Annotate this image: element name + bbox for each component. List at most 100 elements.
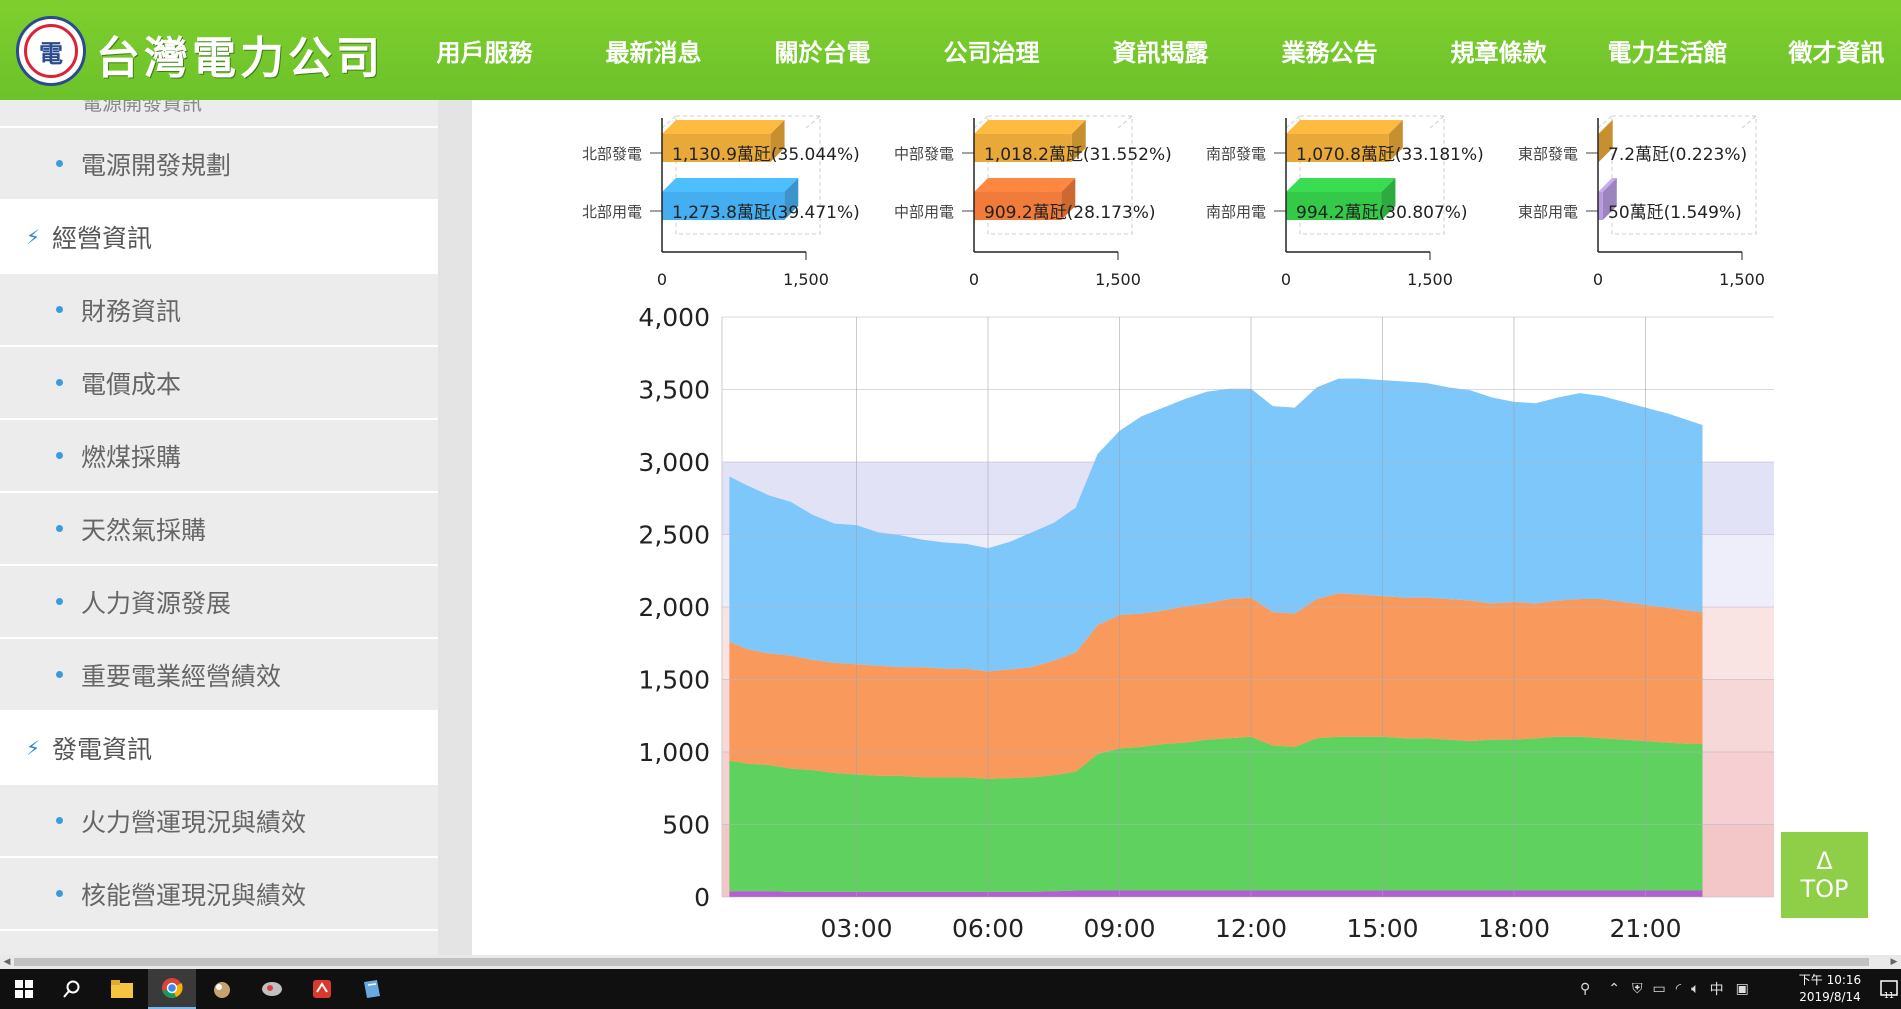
sidebar-item-9[interactable]: 火力營運現況與績效: [0, 785, 438, 858]
chrome-icon[interactable]: [148, 969, 196, 1009]
bar-xtick-label-2-0: 0: [1281, 270, 1291, 289]
bar-category-3-1: 東部用電: [1518, 203, 1578, 221]
network-icon[interactable]: ◜: [1675, 981, 1682, 997]
bar-1-1: [974, 192, 1062, 220]
bar-xtick-label-1-0: 0: [969, 270, 979, 289]
scrollbar-thumb[interactable]: [14, 958, 1869, 966]
people-icon[interactable]: ⚲: [1580, 981, 1591, 997]
sidebar-item-label: 人力資源發展: [81, 588, 232, 618]
scroll-left-icon[interactable]: ◀: [3, 957, 11, 967]
nav-item-2[interactable]: 關於台電: [774, 38, 871, 67]
chevron-up-icon[interactable]: ⌃: [1608, 981, 1620, 997]
bar-frame-0: [675, 115, 821, 235]
nav-item-6[interactable]: 規章條款: [1450, 38, 1547, 67]
main-content: 1,130.9萬瓩(35.044%) 北部發電 1,273.8萬瓩(39.471%)…: [472, 100, 1901, 955]
bar-frame-edge-1: [973, 115, 989, 129]
bar-side-1-1: [1061, 178, 1076, 220]
up-arrow-icon: Δ: [1816, 847, 1833, 875]
site-header: 電 台灣電力公司 用戶服務 最新消息 關於台電 公司治理 資訊揭露 業務公告 規章條款 電力生…: [0, 0, 1901, 118]
bar-label-0-0: 1,130.9萬瓩(35.044%): [672, 145, 860, 165]
bar-frame-edge-0: [661, 115, 677, 129]
content-gutter: [438, 100, 472, 955]
sidebar-item-3[interactable]: 電價成本: [0, 347, 438, 420]
nav-item-8[interactable]: 徵才資訊: [1788, 38, 1885, 67]
nav-item-1[interactable]: 最新消息: [605, 38, 702, 67]
y-tick-label-7: 3,500: [638, 376, 710, 405]
sidebar-item-2[interactable]: 財務資訊: [0, 274, 438, 347]
bar-frame-3: [1611, 115, 1757, 235]
sidebar-item-label: 燃煤採購: [81, 442, 182, 472]
nav-item-5[interactable]: 業務公告: [1281, 38, 1378, 67]
y-tick-label-8: 4,000: [638, 303, 710, 332]
bar-category-2-0: 南部發電: [1206, 145, 1266, 163]
sidebar-item-partial[interactable]: 電源開發資訊: [0, 100, 438, 128]
taskbar-clock[interactable]: 下午 10:16 2019/8/14: [1790, 972, 1870, 1006]
app-icon-3[interactable]: [298, 969, 346, 1009]
sidebar-item-6[interactable]: 人力資源發展: [0, 566, 438, 639]
bar-category-3-0: 東部發電: [1518, 145, 1578, 163]
security-icon[interactable]: ⛨: [1632, 981, 1643, 997]
bar-top-1-0: [974, 120, 1086, 134]
sidebar-item-0[interactable]: 電源開發規劃: [0, 128, 438, 201]
volume-icon[interactable]: 🔈︎: [1691, 981, 1700, 997]
sidebar-item-label: 核能營運現況與績效: [81, 880, 307, 910]
bar-xtick-label-3-1: 1,500: [1719, 270, 1765, 289]
bar-top-2-1: [1286, 178, 1396, 192]
power-chart: 1,130.9萬瓩(35.044%) 北部發電 1,273.8萬瓩(39.471%)…: [582, 115, 1774, 943]
bar-category-2-1: 南部用電: [1206, 203, 1266, 221]
app-icon-1[interactable]: [198, 969, 246, 1009]
taipower-logo-icon[interactable]: 電: [16, 16, 86, 86]
sidebar-item-8[interactable]: ⚡ 發電資訊: [0, 712, 438, 785]
bar-label-0-1: 1,273.8萬瓩(39.471%): [672, 203, 860, 223]
area-series-2: [729, 593, 1703, 779]
bar-side-2-1: [1381, 178, 1396, 220]
bullet-icon: [56, 598, 63, 605]
bar-2-1: [1286, 192, 1382, 220]
windows-taskbar: ⚲ ⌃ ⛨ ▭ ◜ 🔈︎ 中 ▣ 下午 10:16 2019/8/14 11: [0, 969, 1901, 1009]
sidebar-item-4[interactable]: 燃煤採購: [0, 420, 438, 493]
sidebar-item-label: 電價成本: [81, 369, 182, 399]
y-tick-label-3: 1,500: [638, 666, 710, 695]
bar-side-3-1: [1602, 178, 1617, 220]
sidebar-item-label: 發電資訊: [52, 734, 153, 764]
bar-3-1: [1598, 192, 1603, 220]
sidebar-item-1[interactable]: ⚡ 經營資訊: [0, 201, 438, 274]
nav-item-4[interactable]: 資訊揭露: [1076, 0, 1245, 118]
app-icon-2[interactable]: [248, 969, 296, 1009]
clock-date: 2019/8/14: [1799, 990, 1861, 1004]
bar-category-1-1: 中部用電: [894, 203, 954, 221]
sidebar-item-7[interactable]: 重要電業經營績效: [0, 639, 438, 712]
lightning-icon: ⚡: [26, 735, 41, 760]
bar-frame-edge2-3: [1741, 115, 1757, 129]
brand-name[interactable]: 台灣電力公司: [96, 33, 384, 84]
nav-item-0[interactable]: 用戶服務: [436, 38, 533, 67]
sidebar-item-label: 經營資訊: [52, 223, 153, 253]
sidebar-item-label: 電源開發規劃: [81, 150, 232, 180]
bullet-icon: [56, 671, 63, 678]
area-series-3: [729, 378, 1703, 672]
notification-icon[interactable]: 11: [1876, 969, 1901, 1009]
nav-item-3[interactable]: 公司治理: [943, 38, 1040, 67]
scroll-right-icon[interactable]: ▶: [1890, 957, 1898, 967]
nav-item-7[interactable]: 電力生活館: [1607, 38, 1728, 67]
search-icon[interactable]: [48, 969, 96, 1009]
ime-indicator[interactable]: 中: [1709, 982, 1724, 998]
x-tick-label-2: 09:00: [1083, 914, 1155, 943]
ime-mode-icon[interactable]: ▣: [1735, 981, 1749, 997]
windows-start-icon[interactable]: [0, 969, 48, 1009]
bar-label-3-1: 50萬瓩(1.549%): [1608, 203, 1742, 223]
file-explorer-icon[interactable]: [98, 969, 146, 1009]
bullet-icon: [56, 452, 63, 459]
bar-side-1-0: [1071, 120, 1086, 162]
battery-icon[interactable]: ▭: [1652, 981, 1666, 997]
horizontal-scrollbar[interactable]: ◀ ▶: [0, 955, 1901, 969]
app-icon-4[interactable]: [348, 969, 396, 1009]
sidebar-item-10[interactable]: 核能營運現況與績效: [0, 858, 438, 931]
y-tick-label-1: 500: [662, 811, 710, 840]
sidebar-item-5[interactable]: 天然氣採購: [0, 493, 438, 566]
sidebar-item-label: 天然氣採購: [81, 515, 207, 545]
bar-top-0-0: [662, 120, 785, 134]
back-to-top-button[interactable]: Δ TOP: [1781, 832, 1868, 918]
bar-frame-edge-2: [1285, 115, 1301, 129]
bar-side-0-0: [770, 120, 785, 162]
